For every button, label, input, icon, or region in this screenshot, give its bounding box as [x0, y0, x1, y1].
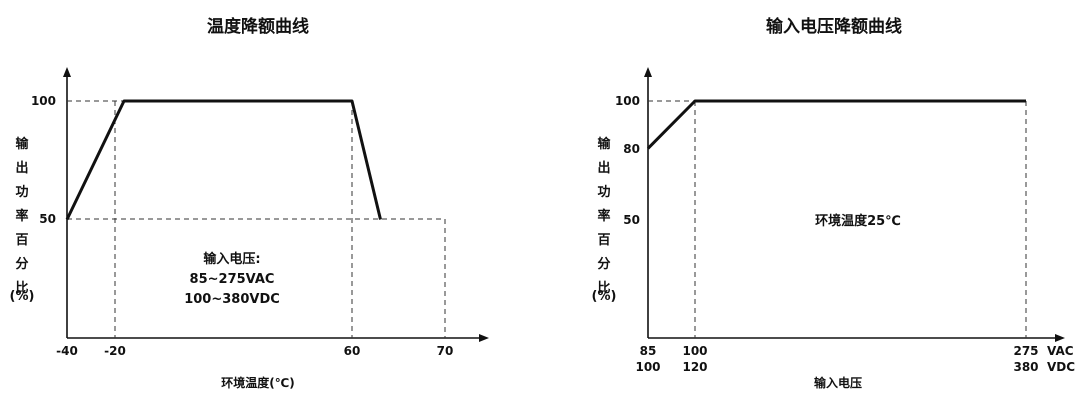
y-axis-label-char: 比 [597, 280, 610, 296]
y-tick-label: 100 [615, 94, 640, 108]
y-axis-label-char: 百 [597, 233, 610, 248]
y-axis-label-char: 出 [597, 160, 610, 176]
x-tick-label: -20 [104, 344, 126, 358]
temperature-derating-chart: 温度降额曲线 输 出 功 率 百 分 比 (%) 100 50 -40 -20 … [10, 16, 489, 390]
annotation-line: 输入电压: [203, 251, 260, 267]
x-tick-label: 120 [682, 360, 707, 374]
chart-title: 温度降额曲线 [207, 16, 309, 37]
y-axis-label: 输 出 功 率 百 分 比 (%) [10, 136, 35, 304]
y-axis-label-char: 功 [597, 185, 610, 200]
x-unit-label: VAC [1047, 344, 1074, 358]
y-axis-label-char: 分 [15, 256, 28, 272]
y-tick-label: 100 [31, 94, 56, 108]
annotation-line: 85~275VAC [190, 272, 275, 287]
y-axis-label-unit: (%) [10, 289, 35, 304]
x-tick-label: 70 [437, 344, 454, 358]
y-axis-label-char: 输 [597, 136, 611, 152]
voltage-derating-chart: 输入电压降额曲线 输 出 功 率 百 分 比 (%) 100 80 50 85 … [592, 16, 1076, 390]
annotation-line: 100~380VDC [184, 292, 280, 307]
y-axis-label-char: 出 [15, 160, 28, 176]
x-tick-label: 380 [1013, 360, 1038, 374]
y-axis-label-char: 比 [15, 280, 28, 296]
y-axis-label-unit: (%) [592, 289, 617, 304]
y-axis-label-char: 功 [15, 185, 28, 200]
y-axis-label: 输 出 功 率 百 分 比 (%) [592, 136, 617, 304]
x-axis-label: 环境温度(℃) [221, 375, 295, 390]
x-tick-label: -40 [56, 344, 78, 358]
annotation-line: 环境温度25℃ [815, 213, 901, 229]
x-axis-label: 输入电压 [814, 375, 862, 390]
y-axis-label-char: 输 [15, 136, 29, 152]
x-tick-label: 275 [1013, 344, 1038, 358]
series-line [646, 99, 1026, 150]
series-line [65, 99, 382, 221]
y-axis-label-char: 率 [597, 208, 610, 224]
x-tick-label: 100 [635, 360, 660, 374]
chart-title: 输入电压降额曲线 [766, 16, 902, 37]
y-axis-label-char: 百 [15, 233, 28, 248]
y-axis-label-char: 率 [15, 208, 28, 224]
x-tick-label: 85 [640, 344, 657, 358]
y-tick-label: 50 [39, 212, 56, 226]
x-tick-label: 100 [682, 344, 707, 358]
x-unit-label: VDC [1047, 360, 1075, 374]
x-tick-label: 60 [344, 344, 361, 358]
y-tick-label: 80 [623, 142, 640, 156]
y-axis-label-char: 分 [597, 256, 610, 272]
y-tick-label: 50 [623, 213, 640, 227]
